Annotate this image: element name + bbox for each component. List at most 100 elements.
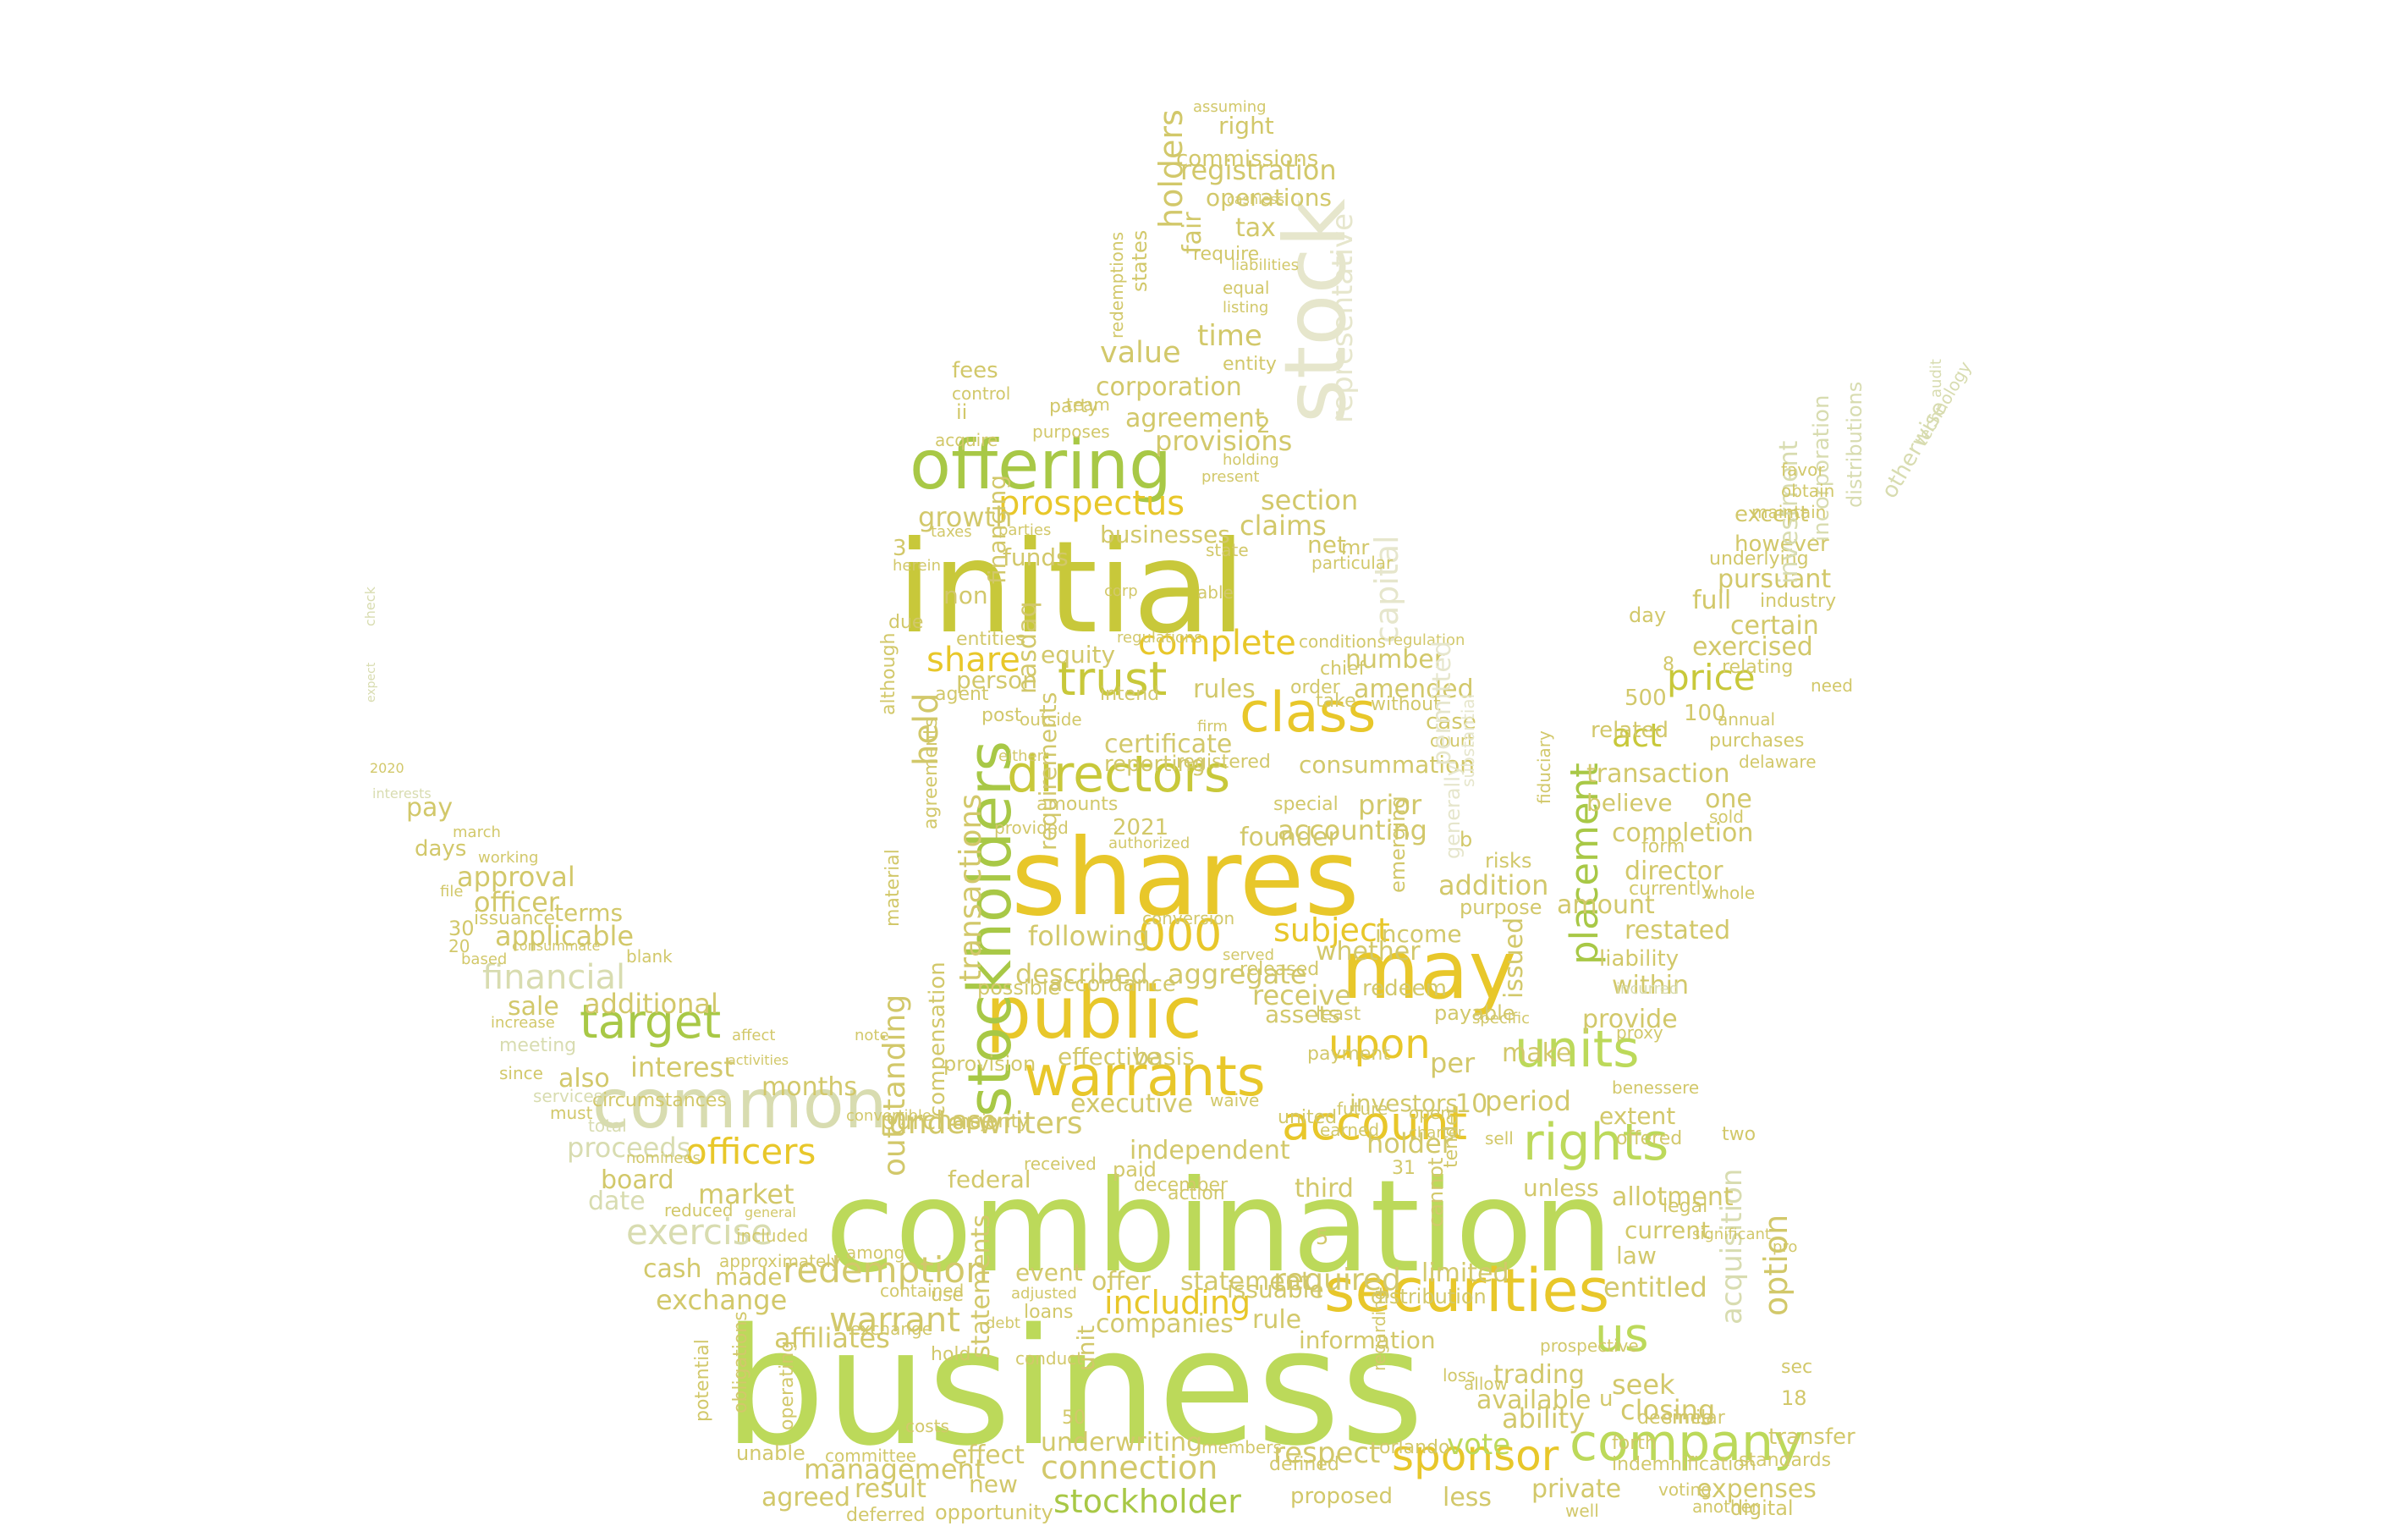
word-combination: combination [825,1154,1614,1301]
word-indemnification: indemnification [1612,1454,1757,1475]
word-person: person [956,666,1037,694]
word-months: months [761,1072,857,1102]
word-total: total [588,1116,627,1136]
word-income: income [1375,920,1462,948]
word-trading: trading [1493,1360,1585,1390]
word-third: third [1295,1174,1354,1204]
word-issuable: issuable [1227,1275,1324,1303]
word-securities: securities [1324,1256,1610,1325]
word-activities: activities [728,1052,789,1068]
word-pro: pro [1773,1238,1798,1256]
word-8: 8 [1663,654,1674,675]
word-effective: effective [1058,1043,1161,1071]
word-able: able [1197,582,1234,603]
word-000: 000 [1138,911,1223,961]
word-charter: charter [1409,1124,1465,1142]
word-capital: capital [1368,535,1405,643]
word-directors: directors [1007,745,1231,804]
word-rules: rules [1193,675,1256,704]
word-companies: companies [1096,1309,1234,1339]
word-legal: legal [1663,1196,1708,1217]
word-compensation: compensation [925,961,950,1117]
word-agreed: agreed [761,1483,851,1512]
word-independent: independent [1130,1136,1290,1165]
word-described: described [1015,958,1148,990]
word-committee: committee [825,1446,917,1466]
word-distribution: distribution [1371,1285,1487,1308]
word-another: another [1692,1496,1759,1517]
word-affiliates: affiliates [774,1322,890,1354]
word-need: need [1811,675,1853,696]
word-use: use [931,1285,964,1306]
word-proceeds: proceeds [567,1132,691,1164]
word-u: u [1599,1386,1614,1412]
word-market: market [698,1178,794,1210]
word-exchange: exchange [850,1319,933,1339]
word-aggregate: aggregate [1168,958,1307,990]
word-statement: statement [1180,1267,1311,1297]
word-executive: executive [1070,1089,1194,1119]
word-included: included [736,1226,809,1246]
word-new: new [969,1470,1018,1498]
word-full: full [1692,586,1732,615]
word-accordance: accordance [1049,972,1176,997]
word-share: share [926,641,1020,680]
word-addition: addition [1438,869,1549,901]
word-one: one [1705,785,1752,814]
word-firm: firm [1197,718,1228,735]
word-purchase: purchase [880,1106,997,1136]
word-basis: basis [1134,1043,1195,1071]
word-ability: ability [1502,1402,1586,1435]
word-acquire: acquire [935,430,998,450]
word-amount: amount [1557,890,1655,920]
word-underwriting: underwriting [1041,1428,1203,1457]
word-except: except [1735,502,1809,527]
word-closing: closing [1620,1394,1716,1426]
word-growth: growth [918,501,1013,533]
word-right: right [1218,112,1274,140]
word-united: united [1278,1107,1338,1128]
word-underlying: underlying [1709,548,1809,570]
word-ii: ii [956,400,968,424]
word-party: party [1049,396,1099,417]
word-loans: loans [1024,1302,1074,1323]
word-potential: potential [692,1339,713,1422]
word-authorized: authorized [1108,835,1190,852]
word-3: 3 [893,536,907,561]
word-payment: payment [1307,1044,1391,1065]
word-less: less [1443,1483,1493,1512]
word-commissions: commissions [1176,146,1319,172]
word-defined: defined [1269,1454,1339,1475]
word-team: team [1066,394,1110,415]
word-underwriters: underwriters [888,1106,1083,1141]
word-maintain: maintain [1751,502,1827,522]
word-account: account [1282,1096,1468,1150]
word-period: period [1485,1085,1571,1117]
word-voting: voting [1658,1479,1712,1500]
word-entitled: entitled [1603,1271,1707,1303]
word-whether: whether [1316,937,1421,967]
word-per: per [1430,1047,1476,1079]
word-number: number [1345,645,1445,675]
word-current: current [1625,1216,1711,1244]
word-terms: terms [554,899,624,927]
word-two: two [1722,1124,1757,1145]
word-unless: unless [1523,1174,1599,1202]
word-transaction: transaction [1586,759,1730,789]
word-prospectus: prospectus [998,484,1185,523]
word-effect: effect [952,1441,1025,1470]
word-pursuant: pursuant [1718,565,1832,594]
word-statements: statements [966,1214,996,1358]
word-material: material [882,849,904,927]
word-loss: loss [1443,1365,1476,1386]
word-redemptions: redemptions [1107,232,1127,339]
word-states: states [1128,229,1152,292]
word-regulation: regulation [1388,631,1465,649]
word-allow: allow [1464,1374,1508,1394]
word-exercise: exercise [626,1211,773,1253]
word-section: section [1261,484,1359,516]
word-cash: cash [643,1254,702,1284]
word-law: law [1616,1242,1657,1270]
word-exchange: exchange [656,1284,788,1316]
